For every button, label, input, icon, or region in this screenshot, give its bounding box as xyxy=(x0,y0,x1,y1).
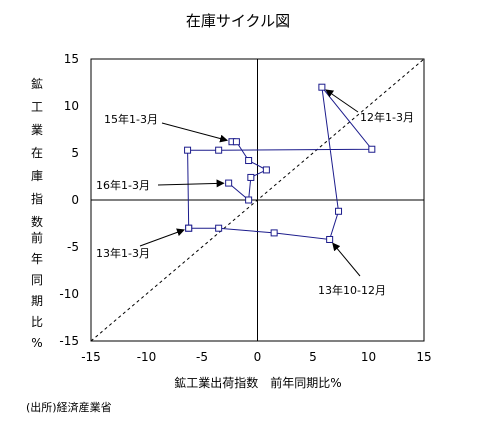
source-note: (出所)経済産業省 xyxy=(26,401,112,414)
y-tick-labels: 15 10 5 0 -5 -10 -15 xyxy=(59,52,79,348)
y-axis-title-char: 指 xyxy=(31,191,43,206)
data-point-marker xyxy=(184,146,192,154)
annotation-arrow xyxy=(139,228,185,247)
data-point-marker xyxy=(245,196,253,204)
y-axis-title-char: 同 xyxy=(31,273,43,287)
y-axis-title-char: 前 xyxy=(31,230,43,245)
x-tick-label: 15 xyxy=(416,350,431,364)
x-tick-label: -10 xyxy=(137,350,157,364)
data-point-marker xyxy=(185,224,193,232)
data-point-marker xyxy=(215,224,223,232)
x-axis-title: 鉱工業出荷指数 前年同期比% xyxy=(174,375,341,390)
x-tick-labels: -15 -10 -5 0 5 10 15 xyxy=(81,350,431,364)
annotation-layer: 12年1-3月 15年1-3月 16年1-3月 13年1-3月 13年10-12月 xyxy=(96,89,414,297)
data-point-marker xyxy=(247,173,255,181)
y-tick-label: -10 xyxy=(59,287,79,301)
x-tick-label: -5 xyxy=(196,350,208,364)
annotation-arrow xyxy=(332,242,361,277)
data-point-marker xyxy=(262,166,270,174)
diagonal-reference-line xyxy=(90,58,425,342)
annotation-arrow xyxy=(161,122,229,143)
y-tick-label: 15 xyxy=(64,52,79,66)
series-layer xyxy=(184,83,376,243)
y-axis-title-percent: 前年同期比% xyxy=(31,230,43,350)
y-tick-label: 0 xyxy=(71,193,79,207)
annotation-label: 15年1-3月 xyxy=(104,112,158,126)
y-axis-title-char: 期 xyxy=(31,294,43,308)
data-point-marker xyxy=(318,83,326,91)
y-axis-title-char: 庫 xyxy=(31,169,43,183)
x-tick-label: 0 xyxy=(254,350,262,364)
y-axis-title-char: % xyxy=(31,336,42,350)
data-point-marker xyxy=(368,145,376,153)
data-point-marker xyxy=(225,179,233,187)
y-axis-title-char: 数 xyxy=(31,214,43,229)
y-axis-title-char: 業 xyxy=(31,123,43,137)
x-tick-label: -15 xyxy=(81,350,101,364)
annotation-arrow xyxy=(157,179,225,188)
y-axis-title-char: 鉱 xyxy=(31,76,43,91)
chart-title: 在庫サイクル図 xyxy=(186,12,290,30)
data-point-marker xyxy=(326,235,334,243)
y-tick-label: -15 xyxy=(59,334,79,348)
x-tick-label: 5 xyxy=(309,350,317,364)
y-axis-title-char: 在 xyxy=(31,146,43,160)
annotation-label: 12年1-3月 xyxy=(360,110,414,124)
data-point-marker xyxy=(232,138,240,146)
data-point-marker xyxy=(270,229,278,237)
annotation-label: 13年10-12月 xyxy=(318,283,386,297)
data-point-marker xyxy=(215,146,223,154)
annotation-label: 16年1-3月 xyxy=(96,178,150,192)
y-tick-label: -5 xyxy=(67,240,79,254)
y-tick-label: 5 xyxy=(71,146,79,160)
annotation-label: 13年1-3月 xyxy=(96,246,150,260)
data-point-marker xyxy=(245,157,253,165)
y-axis-title-char: 年 xyxy=(31,252,43,266)
y-tick-label: 10 xyxy=(64,99,79,113)
y-axis-title-char: 比 xyxy=(31,315,43,329)
annotation-arrow xyxy=(325,89,359,113)
x-tick-label: 10 xyxy=(361,350,376,364)
data-point-marker xyxy=(335,207,343,215)
y-axis-title-char: 工 xyxy=(31,100,43,114)
series-line-1 xyxy=(187,85,373,241)
